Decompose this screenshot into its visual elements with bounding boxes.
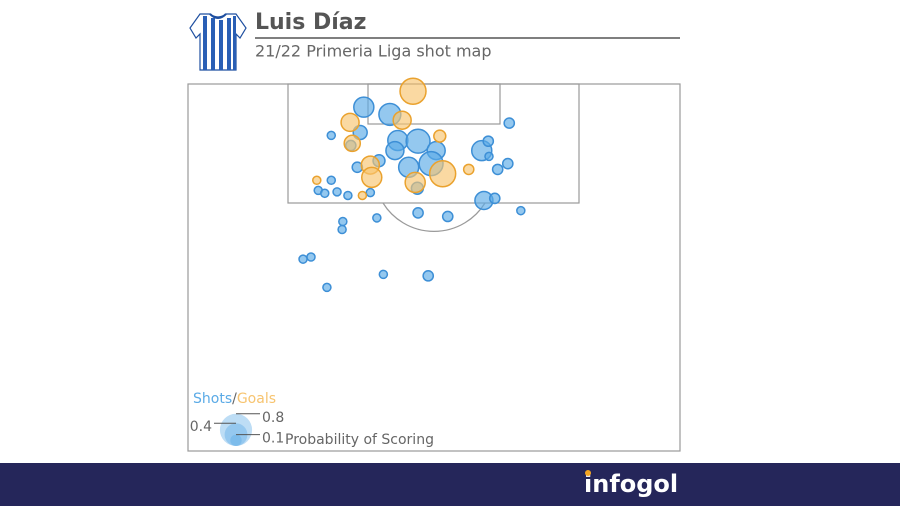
shot-bubble bbox=[332, 187, 342, 197]
shot-bubble bbox=[488, 192, 501, 205]
shot-bubble bbox=[503, 117, 516, 129]
shot-bubble bbox=[322, 282, 332, 293]
shot-bubble bbox=[338, 216, 348, 227]
shot-bubble bbox=[319, 188, 330, 199]
pitch bbox=[187, 83, 681, 452]
legend-entry: Shots bbox=[193, 391, 232, 407]
shot-bubble bbox=[378, 269, 389, 280]
footer bbox=[0, 463, 900, 506]
size-legend-label: 0.4 bbox=[190, 419, 212, 435]
size-legend-title: Probability of Scoring bbox=[285, 432, 434, 448]
shot-bubble bbox=[337, 224, 347, 235]
legend-separator: / bbox=[232, 391, 237, 407]
shot-bubble bbox=[326, 175, 337, 186]
size-legend-circle bbox=[219, 413, 253, 446]
shot-bubble bbox=[516, 205, 526, 216]
brand-logo: infogol bbox=[584, 470, 678, 498]
shot-bubble bbox=[343, 190, 353, 201]
shot-bubble bbox=[399, 77, 427, 105]
logo-dot bbox=[585, 470, 591, 476]
size-legend-label: 0.1 bbox=[262, 431, 284, 447]
shot-bubble bbox=[340, 112, 360, 133]
shot-bubble bbox=[462, 163, 475, 176]
shot-bubble bbox=[433, 129, 447, 143]
shot-bubble bbox=[372, 213, 382, 223]
shot-bubble bbox=[405, 128, 431, 154]
shot-bubble bbox=[422, 269, 435, 282]
shot-bubble bbox=[298, 254, 308, 264]
shot-bubble bbox=[501, 157, 514, 170]
size-legend-label: 0.8 bbox=[262, 410, 284, 426]
shot-bubble bbox=[306, 252, 316, 262]
shot-bubble bbox=[441, 210, 454, 223]
shot-bubble bbox=[365, 187, 376, 198]
shot-bubble bbox=[484, 151, 494, 162]
shot-bubble bbox=[404, 171, 426, 194]
shot-bubble bbox=[353, 96, 375, 118]
shot-bubble bbox=[357, 190, 368, 201]
shot-bubble bbox=[312, 175, 322, 186]
shot-bubble bbox=[361, 166, 383, 189]
legend-entry: Goals bbox=[237, 391, 276, 407]
shot-bubble bbox=[392, 110, 412, 130]
shot-bubble bbox=[482, 135, 495, 148]
shot-bubble bbox=[412, 207, 424, 219]
chart-title: Luis Díaz bbox=[255, 10, 366, 35]
jersey-icon bbox=[189, 13, 247, 71]
chart-subtitle: 21/22 Primeria Liga shot map bbox=[255, 42, 492, 61]
shot-bubble bbox=[428, 160, 457, 188]
shot-bubble bbox=[326, 130, 337, 141]
shot-bubble bbox=[491, 163, 504, 176]
shot-bubble bbox=[343, 134, 362, 153]
size-legend-circle bbox=[230, 434, 242, 446]
shot-bubble bbox=[385, 140, 405, 161]
